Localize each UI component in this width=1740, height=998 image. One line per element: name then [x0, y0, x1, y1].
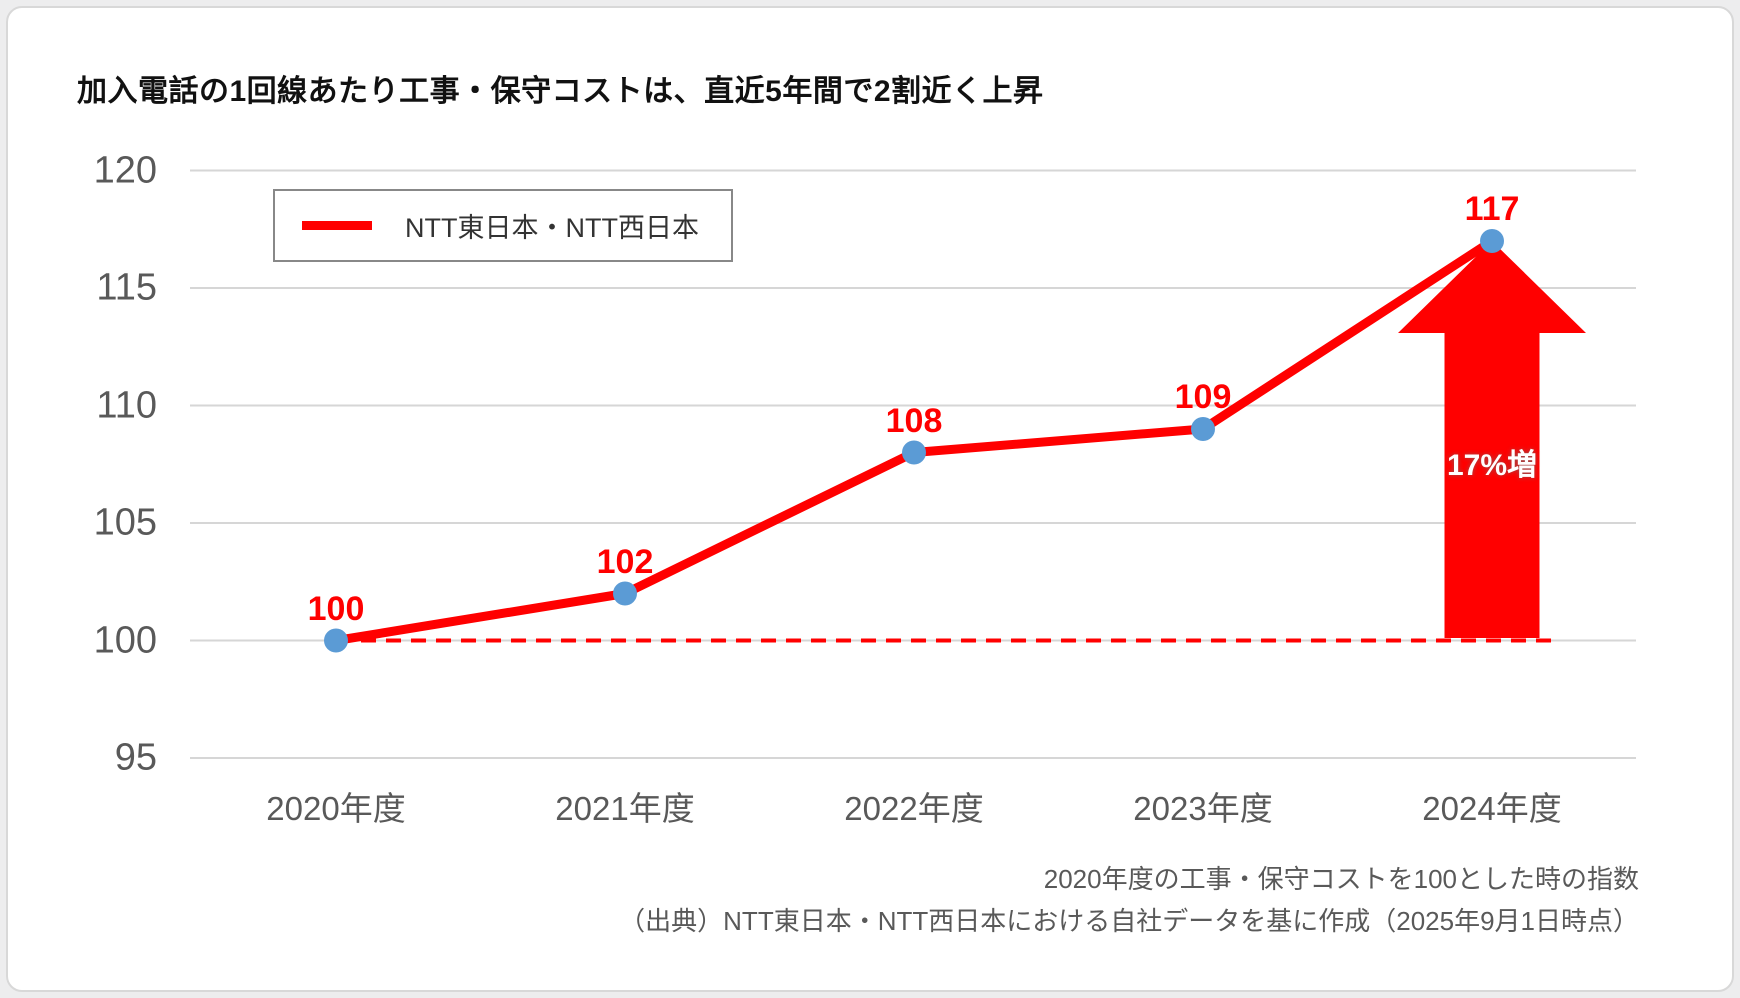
x-tick-label-2021年度: 2021年度	[555, 790, 695, 827]
increase-arrow	[1398, 241, 1586, 638]
y-tick-label-120: 120	[93, 149, 157, 191]
x-tick-label-2020年度: 2020年度	[266, 790, 406, 827]
y-tick-label-110: 110	[96, 384, 157, 426]
data-label-109: 109	[1174, 378, 1232, 416]
data-label-100: 100	[307, 589, 365, 628]
chart-title: 加入電話の1回線あたり工事・保守コストは、直近5年間で2割近く上昇	[77, 75, 1044, 108]
chart-legend: NTT東日本・NTT西日本	[273, 189, 733, 262]
data-point-2021年度	[613, 581, 637, 606]
y-tick-label-115: 115	[96, 266, 157, 309]
data-point-2020年度	[324, 628, 348, 653]
x-tick-label-2024年度: 2024年度	[1422, 790, 1562, 827]
footnote-index-definition: 2020年度の工事・保守コストを100とした時の指数	[1043, 864, 1639, 894]
data-point-2024年度	[1480, 229, 1504, 253]
y-tick-label-95: 95	[114, 736, 157, 779]
data-label-108: 108	[885, 401, 943, 440]
data-label-102: 102	[596, 542, 654, 581]
legend-series-label: NTT東日本・NTT西日本	[405, 213, 699, 243]
data-point-2022年度	[902, 440, 926, 465]
y-tick-label-100: 100	[93, 619, 157, 661]
y-tick-label-105: 105	[93, 501, 157, 544]
increase-annotation-label: 17%増	[1446, 449, 1538, 482]
x-tick-label-2022年度: 2022年度	[844, 790, 984, 827]
legend-line-swatch	[302, 221, 372, 230]
x-tick-label-2023年度: 2023年度	[1133, 790, 1273, 827]
data-label-117: 117	[1464, 190, 1520, 228]
data-point-2023年度	[1191, 417, 1215, 441]
footnote-source: （出典）NTT東日本・NTT西日本における自社データを基に作成（2025年9月1…	[619, 906, 1639, 936]
chart-footnotes: 2020年度の工事・保守コストを100とした時の指数 （出典）NTT東日本・NT…	[619, 858, 1639, 942]
